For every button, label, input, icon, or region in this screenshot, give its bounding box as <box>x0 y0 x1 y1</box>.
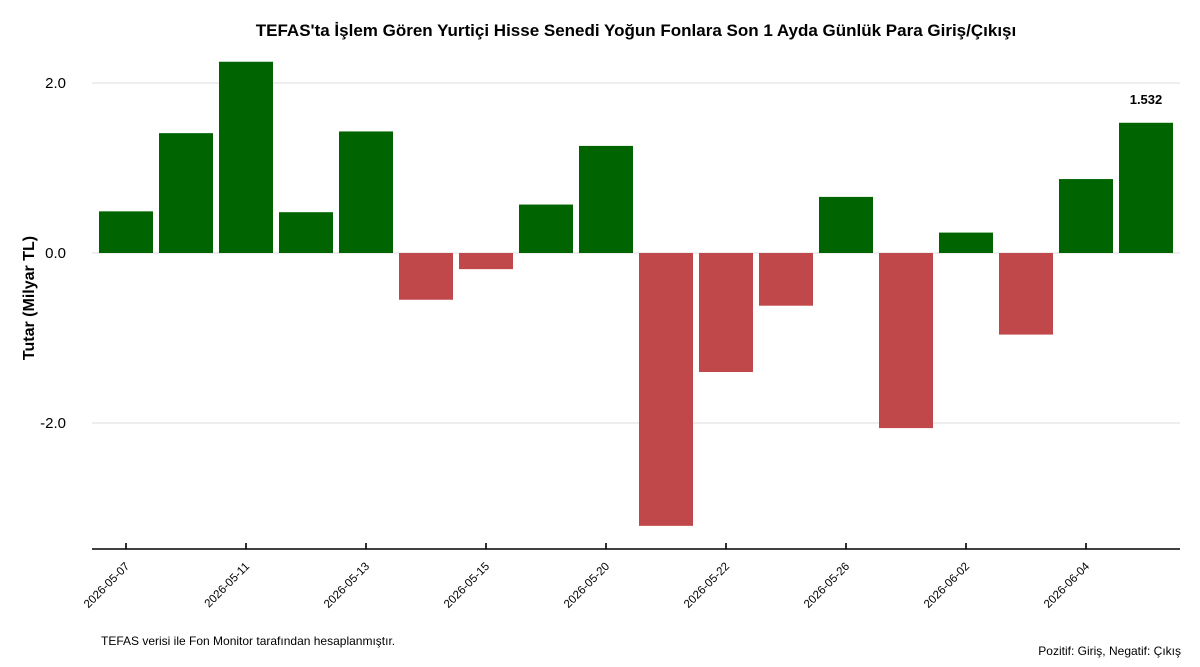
x-tick-label: 2026-05-22 <box>682 561 732 611</box>
x-tick-label: 2026-05-11 <box>203 561 252 610</box>
bar <box>999 253 1053 335</box>
bar <box>1059 179 1113 253</box>
bar <box>1119 122 1173 253</box>
bar <box>159 133 213 253</box>
bar <box>939 232 993 253</box>
data-labels: 1.532 <box>1130 92 1163 107</box>
bar <box>819 196 873 253</box>
source-note: TEFAS verisi ile Fon Monitor tarafından … <box>101 634 395 648</box>
bars <box>99 61 1173 526</box>
bar <box>879 253 933 429</box>
x-tick-label: 2026-05-26 <box>802 561 852 611</box>
bar <box>219 61 273 253</box>
x-tick-label: 2026-06-02 <box>922 561 972 611</box>
x-tick-label: 2026-05-15 <box>442 561 492 611</box>
data-label: 1.532 <box>1130 92 1163 107</box>
bar <box>579 145 633 253</box>
x-tick-label: 2026-06-04 <box>1042 560 1093 611</box>
x-tick-labels: 2026-05-07 2026-05-11 2026-05-13 2026-05-15… <box>82 543 1093 611</box>
bar <box>399 253 453 300</box>
bar <box>699 253 753 372</box>
bar <box>519 204 573 253</box>
bar <box>339 131 393 253</box>
bar <box>759 253 813 306</box>
y-tick-labels: 2.0 0.0 -2.0 <box>40 75 66 432</box>
chart-title: TEFAS'ta İşlem Gören Yurtiçi Hisse Sened… <box>256 21 1016 40</box>
grid-lines <box>92 82 1180 424</box>
y-tick-label: 2.0 <box>45 75 66 92</box>
x-tick-label: 2026-05-13 <box>322 561 372 611</box>
y-tick-label: 0.0 <box>45 245 66 262</box>
bar <box>99 211 153 253</box>
legend-note: Pozitif: Giriş, Negatif: Çıkış <box>1038 644 1181 658</box>
bar <box>639 253 693 526</box>
bar <box>279 212 333 253</box>
x-tick-label: 2026-05-20 <box>562 561 612 611</box>
x-tick-label: 2026-05-07 <box>82 561 132 611</box>
bar <box>459 253 513 270</box>
y-tick-label: -2.0 <box>40 415 66 432</box>
y-axis-label: Tutar (Milyar TL) <box>21 236 38 360</box>
